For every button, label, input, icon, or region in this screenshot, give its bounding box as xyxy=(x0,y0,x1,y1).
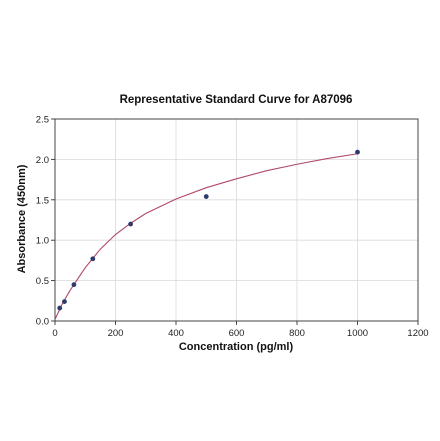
y-tick-label: 0.5 xyxy=(36,276,49,287)
data-point xyxy=(90,256,96,262)
data-point xyxy=(128,221,134,227)
fit-curve xyxy=(54,153,358,320)
y-tick-label: 1.5 xyxy=(36,195,49,206)
x-axis-label: Concentration (pg/ml) xyxy=(179,341,294,353)
y-axis-label: Absorbance (450nm) xyxy=(16,164,28,273)
data-points-layer xyxy=(57,149,360,311)
grid-lines xyxy=(54,118,419,322)
y-tick-label: 2.0 xyxy=(36,155,49,166)
y-tick-label: 0.0 xyxy=(36,317,49,328)
plot-frame xyxy=(54,118,419,322)
data-point xyxy=(355,149,360,155)
x-tick-label: 400 xyxy=(168,328,184,339)
y-tick-label: 1.0 xyxy=(36,236,49,247)
x-tick-label: 600 xyxy=(229,328,245,339)
fit-curve-layer xyxy=(54,153,358,320)
chart-title: Representative Standard Curve for A87096 xyxy=(120,94,353,106)
x-tick-label: 800 xyxy=(289,328,305,339)
data-point xyxy=(57,305,63,311)
x-tick-label: 1000 xyxy=(347,328,368,339)
x-tick-label: 1200 xyxy=(407,328,428,339)
data-point xyxy=(62,299,67,305)
y-tick-label: 2.5 xyxy=(36,115,49,126)
x-tick-label: 200 xyxy=(108,328,124,339)
data-point xyxy=(203,194,209,199)
x-tick-label: 0 xyxy=(52,328,57,339)
axes: 0 200 400 600 800 1000 1200 0.0 0.5 1.0 1.5 2.0 2.5 xyxy=(36,115,429,340)
data-point xyxy=(71,282,77,288)
